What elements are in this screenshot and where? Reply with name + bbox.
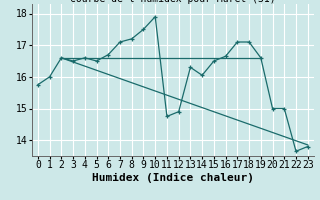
Title: Courbe de l'humidex pour Muret (31): Courbe de l'humidex pour Muret (31) xyxy=(70,0,276,4)
X-axis label: Humidex (Indice chaleur): Humidex (Indice chaleur) xyxy=(92,173,254,183)
